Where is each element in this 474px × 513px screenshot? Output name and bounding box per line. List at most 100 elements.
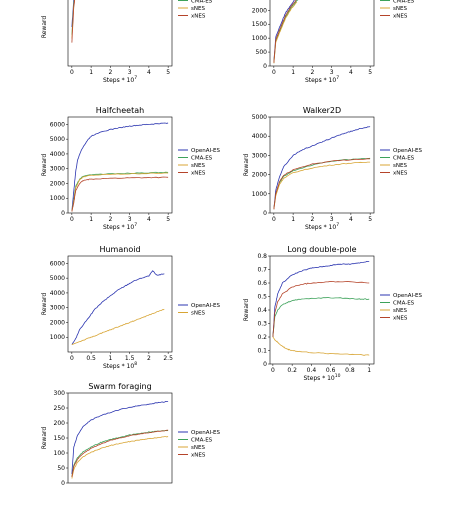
legend-entry: xNES: [393, 316, 408, 322]
y-tick-label: 500: [256, 49, 268, 56]
legend-entry: sNES: [191, 445, 205, 451]
legend-entry: OpenAI-ES: [393, 293, 423, 299]
y-tick-label: 0.3: [257, 321, 267, 328]
y-tick-label: 3000: [252, 152, 267, 159]
subplot-2: 01234505001000150020002500Steps * 107Ope…: [230, 0, 474, 96]
legend-entry: OpenAI-ES: [191, 430, 221, 436]
plot-frame: [270, 0, 374, 66]
x-tick-label: 0: [271, 367, 275, 374]
y-tick-label: 1500: [252, 21, 267, 28]
legend-entry: xNES: [191, 171, 206, 177]
y-tick-label: 1000: [252, 191, 267, 198]
plot-frame: [68, 0, 172, 66]
legend-entry: sNES: [191, 6, 205, 12]
x-tick-label: 0.8: [345, 367, 355, 374]
y-tick-label: 0.8: [257, 253, 267, 260]
legend-entry: OpenAI-ES: [191, 148, 221, 154]
plot-frame: [270, 256, 374, 364]
subplot-svg: 01234505001000150020002500Steps * 107Ope…: [230, 0, 474, 92]
legend-entry: xNES: [191, 453, 206, 459]
y-tick-label: 50: [57, 465, 65, 472]
y-axis-label: Reward: [41, 16, 48, 39]
legend-entry: CMA-ES: [393, 301, 415, 307]
x-tick-label: 1.5: [125, 355, 135, 362]
x-tick-label: 5: [166, 69, 170, 76]
x-tick-label: 0: [70, 355, 74, 362]
y-tick-label: 4000: [252, 133, 267, 140]
series-line-snes: [72, 309, 164, 344]
series-line-xnes: [273, 281, 369, 337]
y-tick-label: 250: [54, 405, 66, 412]
y-axis-label: Reward: [243, 154, 250, 177]
x-tick-label: 4: [349, 216, 353, 223]
y-axis-label: Reward: [243, 299, 250, 322]
y-tick-label: 1000: [252, 35, 267, 42]
series-line-cma-es: [274, 158, 370, 209]
y-tick-label: 4000: [50, 151, 65, 158]
legend-entry: xNES: [191, 14, 206, 20]
x-axis-label: Steps * 107: [103, 75, 137, 84]
x-axis-label: Steps * 107: [305, 222, 339, 231]
x-tick-label: 0.2: [287, 367, 297, 374]
legend-entry: OpenAI-ES: [393, 148, 423, 154]
x-tick-label: 2: [108, 216, 112, 223]
y-tick-label: 200: [54, 420, 66, 427]
y-tick-label: 6000: [50, 121, 65, 128]
y-axis-label: Reward: [41, 427, 48, 450]
legend-entry: sNES: [393, 163, 407, 169]
x-axis-label: Steps * 1010: [304, 373, 341, 382]
x-tick-label: 4: [147, 69, 151, 76]
legend-entry: xNES: [393, 171, 408, 177]
y-tick-label: 0: [61, 480, 65, 487]
chart-title: Swarm foraging: [88, 382, 151, 391]
plot-frame: [68, 117, 172, 213]
legend-entry: sNES: [393, 308, 407, 314]
legend-entry: OpenAI-ES: [191, 303, 221, 309]
legend-entry: CMA-ES: [393, 156, 415, 162]
y-tick-label: 1000: [50, 334, 65, 341]
chart-title: Long double-pole: [287, 245, 356, 254]
y-tick-label: 5000: [50, 275, 65, 282]
y-tick-label: 0.7: [257, 267, 267, 274]
chart-title: Walker2D: [303, 106, 341, 115]
legend-entry: CMA-ES: [393, 0, 415, 5]
x-tick-label: 1: [89, 69, 93, 76]
series-line-cma-es: [273, 298, 369, 338]
series-line-openai-es: [72, 271, 164, 345]
legend-entry: CMA-ES: [191, 438, 213, 444]
series-line-cma-es: [72, 430, 168, 477]
series-line-snes: [72, 437, 168, 479]
series-line-openai-es: [72, 123, 168, 212]
legend-entry: xNES: [393, 14, 408, 20]
series-line-xnes: [72, 177, 168, 212]
y-tick-label: 0: [263, 361, 267, 368]
legend-entry: CMA-ES: [191, 0, 213, 5]
chart-title: Humanoid: [99, 245, 140, 254]
x-tick-label: 0.5: [86, 355, 96, 362]
x-tick-label: 0.4: [307, 367, 317, 374]
y-tick-label: 0.5: [257, 294, 267, 301]
x-tick-label: 3: [128, 216, 132, 223]
y-tick-label: 1000: [50, 195, 65, 202]
y-tick-label: 3000: [50, 305, 65, 312]
x-tick-label: 0: [272, 216, 276, 223]
y-tick-label: 2000: [252, 7, 267, 14]
y-tick-label: 2000: [252, 172, 267, 179]
y-tick-label: 4000: [50, 290, 65, 297]
x-tick-label: 2: [147, 355, 151, 362]
x-tick-label: 3: [330, 216, 334, 223]
x-tick-label: 1: [291, 69, 295, 76]
y-tick-label: 5000: [50, 136, 65, 143]
x-tick-label: 4: [349, 69, 353, 76]
y-tick-label: 2000: [50, 180, 65, 187]
y-axis-label: Reward: [41, 293, 48, 316]
series-line-xnes: [72, 0, 78, 43]
